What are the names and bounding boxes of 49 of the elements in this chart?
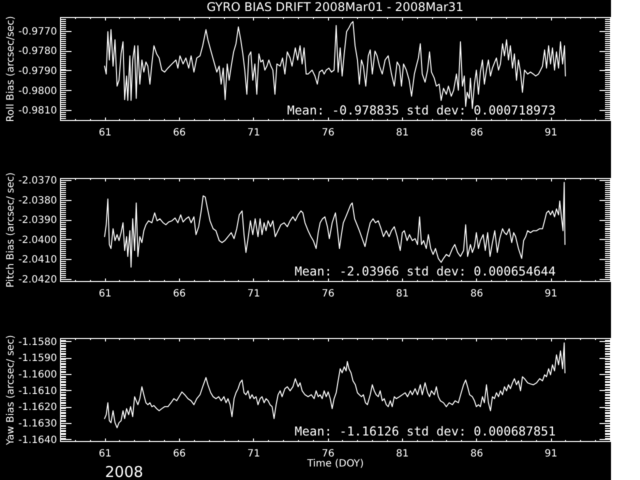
text: 2008 bbox=[105, 463, 144, 480]
y-tick-label: -0.9790 bbox=[18, 66, 57, 77]
x-tick-label: 61 bbox=[98, 128, 112, 138]
x-tick-label: 81 bbox=[396, 288, 409, 300]
x-tick-label: 71 bbox=[247, 288, 260, 300]
y-tick-label: -2.0380 bbox=[18, 195, 57, 206]
y-tick-label: -1.1620 bbox=[18, 402, 57, 414]
x-tick-label: 91 bbox=[544, 448, 558, 460]
line-series bbox=[104, 182, 566, 268]
x-tick-label: 76 bbox=[322, 128, 334, 138]
x-axis-title: Time (DOY) bbox=[306, 458, 364, 470]
x-tick-label: 66 bbox=[173, 288, 186, 300]
y-tick-label: -0.9770 bbox=[18, 26, 57, 38]
y-tick-label: -0.9800 bbox=[18, 86, 57, 97]
y-axis-title: Roll Bias (arcsec/sec) bbox=[5, 16, 16, 122]
y-tick-label: -1.1600 bbox=[18, 369, 57, 380]
y-tick-label: -2.0420 bbox=[18, 274, 57, 286]
x-tick-label: 91 bbox=[544, 288, 558, 300]
x-tick-label: 66 bbox=[173, 448, 186, 460]
y-tick-label: -1.1590 bbox=[18, 353, 57, 364]
x-tick-label: 86 bbox=[470, 448, 484, 460]
y-tick-label: -1.1630 bbox=[18, 418, 57, 430]
y-tick-label: -0.9780 bbox=[18, 46, 57, 58]
x-tick-label: 61 bbox=[98, 448, 112, 460]
y-tick-label: -2.0410 bbox=[18, 254, 57, 266]
x-tick-label: 81 bbox=[396, 448, 409, 460]
annotation: Mean: -0.978835 std dev: 0.000718973 bbox=[287, 102, 556, 118]
chart-title: GYRO BIAS DRIFT 2008Mar01 - 2008Mar31 bbox=[206, 0, 464, 14]
y-tick-label: -1.1610 bbox=[18, 386, 57, 397]
x-tick-label: 76 bbox=[322, 288, 334, 300]
y-tick-label: -1.1580 bbox=[18, 336, 57, 348]
x-tick-label: 71 bbox=[247, 448, 260, 460]
x-tick-label: 66 bbox=[173, 128, 186, 138]
y-tick-label: -0.9810 bbox=[18, 106, 57, 117]
x-tick-label: 71 bbox=[247, 128, 260, 138]
y-tick-label: -2.0390 bbox=[18, 215, 57, 226]
annotation: Mean: -1.16126 std dev: 0.000687851 bbox=[294, 424, 556, 439]
x-tick-label: 81 bbox=[396, 128, 409, 138]
y-tick-label: -2.0400 bbox=[18, 234, 57, 246]
x-tick-label: 86 bbox=[470, 128, 484, 138]
x-tick-label: 91 bbox=[544, 128, 558, 138]
annotation: Mean: -2.03966 std dev: 0.000654644 bbox=[294, 264, 556, 279]
y-axis-title: Yaw Bias (arcsec/ sec) bbox=[5, 334, 16, 446]
y-tick-label: -1.1640 bbox=[18, 434, 57, 446]
x-tick-label: 86 bbox=[470, 288, 484, 300]
x-tick-label: 61 bbox=[98, 288, 112, 300]
x-tick-label: 76 bbox=[322, 448, 334, 460]
y-axis-title: Pitch Bias (arcsec/ sec) bbox=[5, 172, 16, 288]
y-tick-label: -2.0370 bbox=[18, 175, 57, 186]
